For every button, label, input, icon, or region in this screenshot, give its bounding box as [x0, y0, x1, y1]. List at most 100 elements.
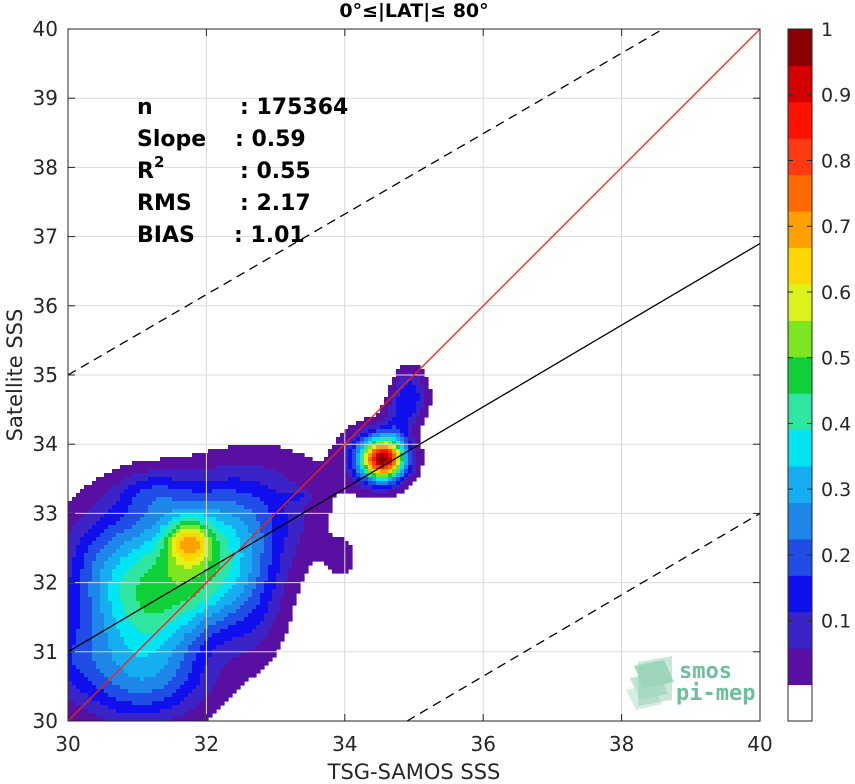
- density-cell: [96, 509, 101, 514]
- density-cell: [148, 713, 153, 718]
- density-cell: [288, 581, 293, 586]
- density-cell: [76, 569, 81, 574]
- density-cell: [136, 681, 141, 686]
- density-cell: [264, 541, 269, 546]
- density-cell: [272, 537, 277, 542]
- density-cell: [280, 481, 285, 486]
- density-cell: [240, 557, 245, 562]
- density-cell: [380, 409, 385, 414]
- density-cell: [272, 545, 277, 550]
- density-cell: [180, 669, 185, 674]
- density-cell: [120, 705, 125, 710]
- density-cell: [176, 485, 181, 490]
- density-cell: [208, 705, 213, 710]
- density-cell: [272, 597, 277, 602]
- density-cell: [76, 645, 81, 650]
- density-cell: [96, 613, 101, 618]
- density-cell: [156, 469, 161, 474]
- density-cell: [124, 497, 129, 502]
- density-cell: [172, 465, 177, 470]
- density-cell: [264, 621, 269, 626]
- density-cell: [360, 465, 365, 470]
- density-cell: [96, 549, 101, 554]
- density-cell: [144, 673, 149, 678]
- density-cell: [272, 469, 277, 474]
- density-cell: [96, 477, 101, 482]
- density-cell: [272, 445, 277, 450]
- density-cell: [224, 609, 229, 614]
- density-cell: [248, 609, 253, 614]
- density-cell: [220, 457, 225, 462]
- density-cell: [80, 681, 85, 686]
- density-cell: [128, 493, 133, 498]
- density-cell: [124, 565, 129, 570]
- density-cell: [364, 457, 369, 462]
- density-cell: [140, 553, 145, 558]
- density-cell: [196, 521, 201, 526]
- density-cell: [396, 481, 401, 486]
- density-cell: [312, 485, 317, 490]
- density-cell: [248, 489, 253, 494]
- density-cell: [148, 697, 153, 702]
- density-cell: [328, 565, 333, 570]
- density-cell: [164, 517, 169, 522]
- density-cell: [164, 465, 169, 470]
- density-cell: [72, 505, 77, 510]
- density-cell: [348, 425, 353, 430]
- density-cell: [192, 621, 197, 626]
- density-cell: [160, 541, 165, 546]
- density-cell: [192, 645, 197, 650]
- density-cell: [320, 473, 325, 478]
- density-cell: [200, 665, 205, 670]
- density-cell: [152, 525, 157, 530]
- density-cell: [80, 673, 85, 678]
- density-cell: [192, 549, 197, 554]
- density-cell: [196, 497, 201, 502]
- density-cell: [296, 529, 301, 534]
- density-cell: [180, 533, 185, 538]
- density-cell: [240, 677, 245, 682]
- density-cell: [216, 493, 221, 498]
- density-cell: [236, 661, 241, 666]
- density-cell: [408, 365, 413, 370]
- density-cell: [136, 473, 141, 478]
- density-cell: [232, 561, 237, 566]
- density-cell: [344, 465, 349, 470]
- density-cell: [144, 485, 149, 490]
- density-cell: [200, 669, 205, 674]
- density-cell: [136, 501, 141, 506]
- density-cell: [248, 605, 253, 610]
- density-cell: [152, 661, 157, 666]
- density-cell: [264, 485, 269, 490]
- density-cell: [276, 481, 281, 486]
- density-cell: [132, 641, 137, 646]
- density-cell: [112, 589, 117, 594]
- density-cell: [172, 665, 177, 670]
- density-cell: [156, 677, 161, 682]
- density-cell: [136, 617, 141, 622]
- density-cell: [184, 689, 189, 694]
- density-cell: [120, 653, 125, 658]
- density-cell: [100, 645, 105, 650]
- density-cell: [172, 621, 177, 626]
- density-cell: [260, 545, 265, 550]
- density-cell: [340, 437, 345, 442]
- density-cell: [236, 589, 241, 594]
- density-cell: [120, 505, 125, 510]
- density-cell: [200, 517, 205, 522]
- density-cell: [132, 685, 137, 690]
- density-cell: [116, 617, 121, 622]
- density-cell: [200, 589, 205, 594]
- density-cell: [164, 537, 169, 542]
- density-cell: [300, 505, 305, 510]
- density-cell: [200, 609, 205, 614]
- density-cell: [260, 445, 265, 450]
- density-cell: [164, 629, 169, 634]
- density-cell: [176, 665, 181, 670]
- density-cell: [240, 669, 245, 674]
- density-cell: [92, 581, 97, 586]
- density-cell: [164, 585, 169, 590]
- density-cell: [124, 705, 129, 710]
- density-cell: [84, 677, 89, 682]
- density-cell: [332, 537, 337, 542]
